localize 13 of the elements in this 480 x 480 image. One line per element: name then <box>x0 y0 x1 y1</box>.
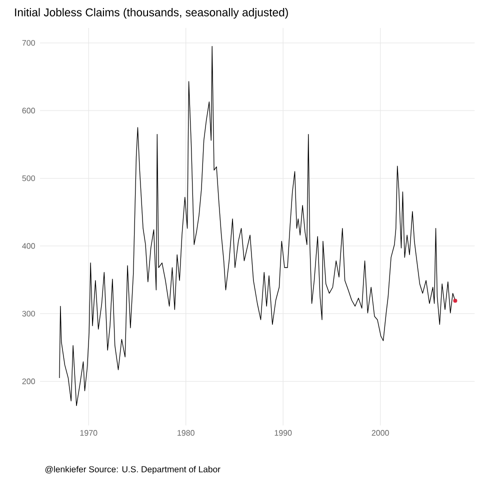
y-tick-label: 700 <box>22 40 35 46</box>
chart-title: Initial Jobless Claims (thousands, seasonally adjusted) <box>15 8 288 19</box>
y-tick-label: 400 <box>22 243 35 249</box>
y-tick-label: 300 <box>22 310 35 316</box>
x-tick-label: 1970 <box>80 430 98 436</box>
x-tick-label: 2000 <box>372 430 389 436</box>
line-series <box>59 46 456 406</box>
y-tick-label: 200 <box>22 378 35 384</box>
y-tick-label: 600 <box>22 108 35 114</box>
x-tick-label: 1980 <box>178 430 194 436</box>
text: @lenkiefer Source: U.S. Department of Labor <box>45 466 220 474</box>
y-tick-label: 500 <box>22 175 35 182</box>
x-tick-label: 1990 <box>274 430 292 436</box>
